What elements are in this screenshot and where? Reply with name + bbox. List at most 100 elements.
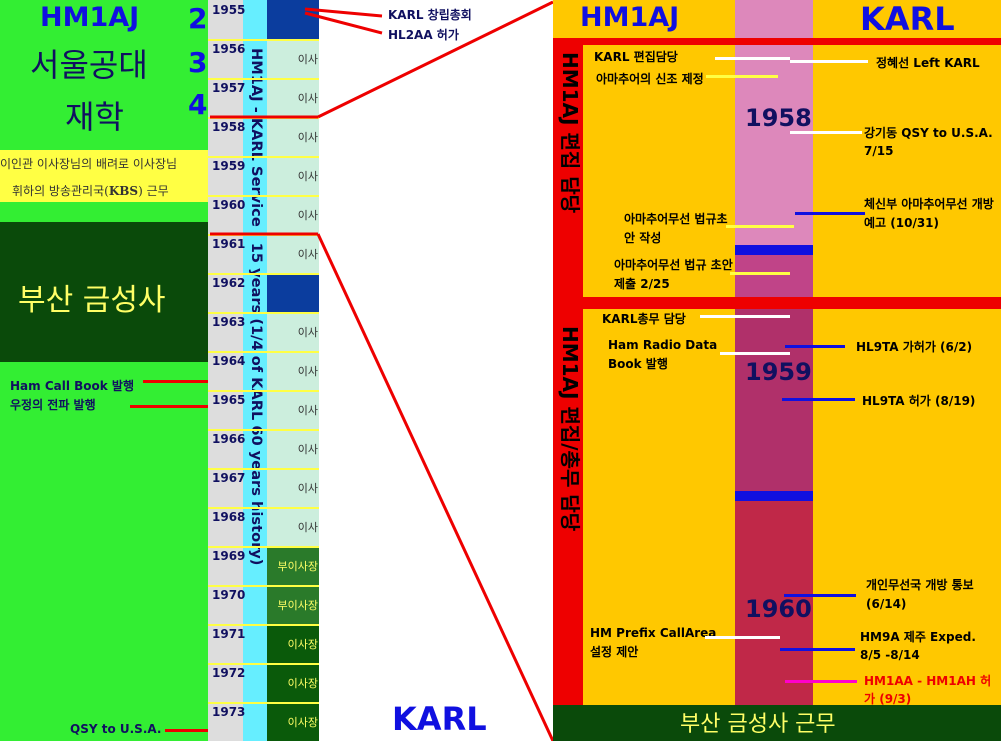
event-open-notice-line [795, 212, 865, 215]
col-1958-blue [735, 245, 813, 255]
center-karl-label: KARL [392, 700, 487, 738]
year-column [208, 0, 243, 741]
hl2aa-note: HL2AA 허가 [388, 28, 459, 42]
timeline-year: 1967 [212, 471, 246, 485]
connector-hl2aa [304, 11, 383, 35]
timeline-separator [208, 273, 319, 275]
left-qsy-line [165, 729, 230, 732]
event-qsy-line [790, 131, 862, 134]
timeline-year: 1962 [212, 276, 246, 290]
year-1958-label: 1958 [745, 104, 812, 132]
left-qsy-text: QSY to U.S.A. [70, 722, 162, 736]
event-private-open: 개인무선국 개방 통보 (6/14) [866, 578, 974, 611]
event-private-open-line [784, 594, 856, 597]
event-hl9ta: HL9TA 허가 (8/19) [862, 394, 976, 408]
timeline-separator [208, 585, 319, 587]
timeline-role-cell [267, 546, 319, 585]
timeline-separator [208, 546, 319, 548]
connector-founding [304, 7, 383, 18]
left-postal-line [130, 405, 225, 408]
timeline-role-cell [267, 78, 319, 117]
timeline-role-cell [267, 468, 319, 507]
event-karl-general: KARL총무 담당 [602, 312, 686, 326]
left-callbook-line [143, 380, 225, 383]
timeline-role: 이사장 [287, 677, 318, 690]
left-note-line2: 휘하의 방송관리국(KBS) 근무 [12, 182, 169, 199]
timeline-separator [208, 195, 319, 197]
timeline-role: 이사 [297, 131, 318, 144]
left-panel [0, 0, 210, 741]
timeline-role-cell [267, 429, 319, 468]
timeline-role-cell [267, 351, 319, 390]
timeline-role: 이사 [297, 365, 318, 378]
timeline-year: 1956 [212, 42, 246, 56]
service-bar [243, 0, 267, 741]
timeline-role-cell [267, 117, 319, 156]
left-postal-text: 우정의 전파 발행 [10, 398, 96, 412]
timeline-role-cell [267, 663, 319, 702]
event-data-book-line [720, 352, 790, 355]
timeline-year: 1969 [212, 549, 246, 563]
timeline-role-cell [267, 585, 319, 624]
connector-upper-diag [317, 0, 554, 119]
timeline-role-cell [267, 39, 319, 78]
timeline-year: 1973 [212, 705, 246, 719]
left-university: 서울공대 [30, 46, 148, 84]
timeline-role-cell [267, 390, 319, 429]
event-jeju-line [780, 648, 855, 651]
timeline-role-cell [267, 624, 319, 663]
timeline-separator [208, 624, 319, 626]
left-callbook-text: Ham Call Book 발행 [10, 379, 135, 393]
timeline-year: 1972 [212, 666, 246, 680]
timeline-role-cell [267, 195, 319, 234]
timeline-year: 1968 [212, 510, 246, 524]
timeline-role-cell [267, 507, 319, 546]
timeline-role: 이사장 [287, 716, 318, 729]
timeline-year: 1958 [212, 120, 246, 134]
timeline-separator [208, 156, 319, 158]
timeline-year: 1966 [212, 432, 246, 446]
timeline-separator [208, 429, 319, 431]
event-hm1aa: HM1AA - HM1AH 허가 (9/3) [864, 674, 992, 706]
col-1959-blue [735, 491, 813, 501]
col-1960 [735, 501, 813, 705]
event-amateur-creed-line [706, 75, 778, 78]
timeline-separator [208, 507, 319, 509]
col-1958-lower [735, 255, 813, 297]
right-footer-bg [553, 705, 1001, 741]
timeline-role-cell [267, 156, 319, 195]
timeline-role: 이사 [297, 92, 318, 105]
event-law-submit-line [730, 272, 790, 275]
event-open-notice: 체신부 아마추어무선 개방 예고 (10/31) [864, 197, 994, 230]
side-label-edit: HM1AJ 편집 담당 [558, 52, 582, 214]
right-center-column-top [735, 0, 813, 40]
event-hm-prefix: HM Prefix CallArea 설정 제안 [590, 626, 717, 659]
year-1959-label: 1959 [745, 358, 812, 386]
timeline-role: 이사 [297, 248, 318, 261]
year-1960-label: 1960 [745, 595, 812, 623]
timeline-role: 이사 [297, 521, 318, 534]
timeline-year: 1955 [212, 3, 246, 17]
timeline-separator [208, 663, 319, 665]
timeline-role: 이사 [297, 404, 318, 417]
event-jeju-exped: HM9A 제주 Exped. 8/5 -8/14 [860, 630, 976, 662]
left-work-label: 부산 금성사 [18, 283, 166, 318]
timeline-separator [208, 312, 319, 314]
event-hm-prefix-line [705, 636, 780, 639]
timeline-separator [208, 78, 319, 80]
timeline-role: 이사장 [287, 638, 318, 651]
timeline-year: 1959 [212, 159, 246, 173]
timeline-role: 이사 [297, 170, 318, 183]
event-hl9ta-temp-line [785, 345, 845, 348]
event-karl-editor-line [715, 57, 790, 60]
left-grade-2: 2 [188, 2, 208, 35]
event-hl9ta-temp: HL9TA 가허가 (6/2) [856, 340, 973, 354]
timeline-role: 부이사장 [277, 599, 318, 612]
note-suffix: ) 근무 [138, 184, 169, 198]
event-law-draft-line [726, 225, 794, 228]
timeline-year: 1964 [212, 354, 246, 368]
timeline-role-cell [267, 702, 319, 741]
left-study-status: 재학 [65, 98, 124, 136]
event-left-karl-line [790, 60, 868, 63]
